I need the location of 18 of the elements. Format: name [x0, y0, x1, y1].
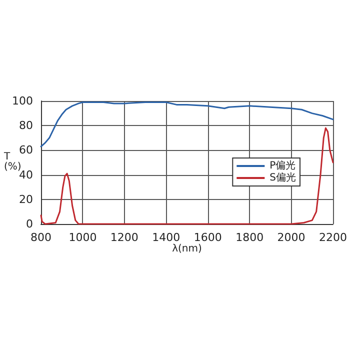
- x-tick-label: 2000: [277, 231, 306, 244]
- y-tick-label: 40: [19, 168, 33, 182]
- x-tick-label: 1000: [68, 231, 97, 244]
- x-tick-label: 800: [30, 231, 52, 244]
- legend-label: P偏光: [270, 160, 296, 172]
- x-axis-title: λ(nm): [172, 244, 202, 254]
- x-tick-label: 2200: [319, 231, 348, 244]
- y-tick-label: 0: [26, 218, 33, 230]
- y-tick-label: 20: [19, 192, 33, 206]
- x-tick-label: 1200: [110, 231, 138, 244]
- x-tick-label: 1400: [152, 231, 180, 244]
- y-tick-label: 100: [12, 94, 33, 108]
- x-tick-label: 1800: [236, 231, 264, 244]
- y-axis-title: T (%): [3, 152, 22, 172]
- y-tick-label: 80: [19, 119, 33, 132]
- y-tick-label: 60: [19, 144, 33, 157]
- legend-label: S偏光: [270, 172, 296, 184]
- x-tick-label: 1600: [194, 231, 222, 244]
